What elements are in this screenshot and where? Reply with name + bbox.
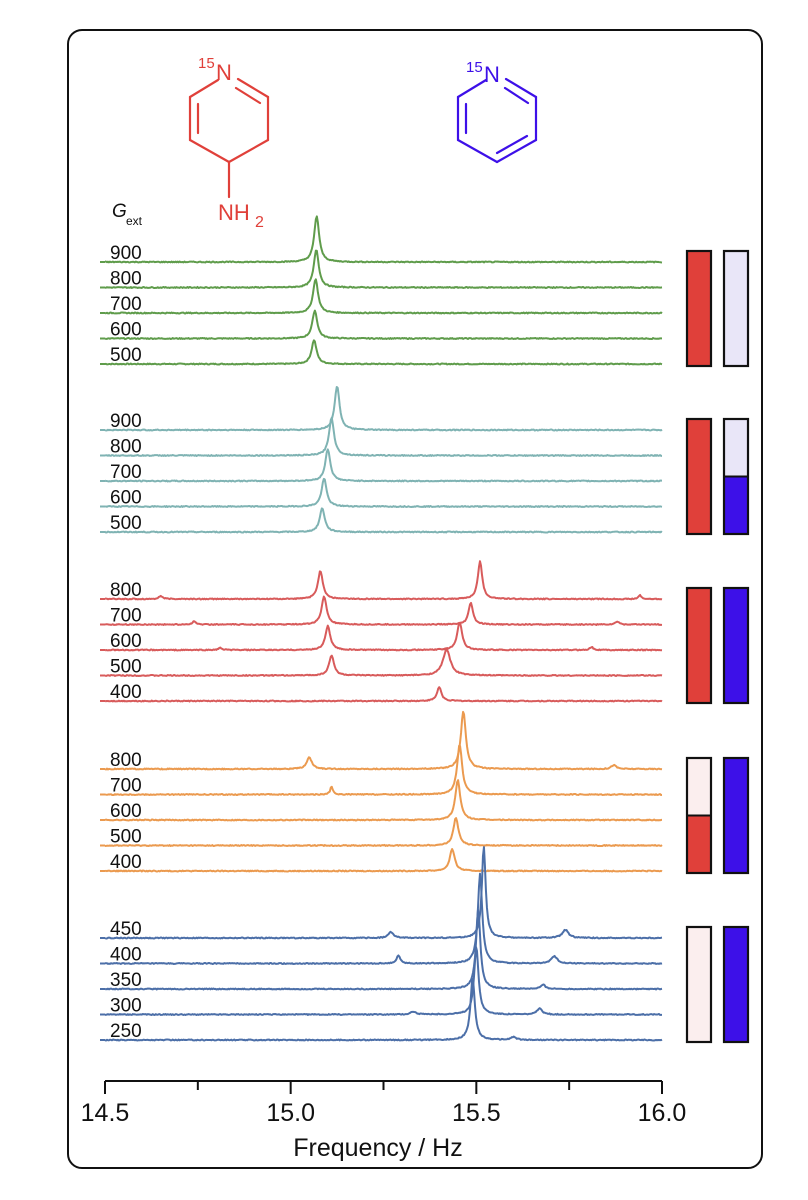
series-label: 600: [110, 801, 142, 822]
series-label: 900: [110, 411, 142, 432]
series-label: 400: [110, 945, 142, 966]
aminopyridine-bar-4-outline: [685, 925, 713, 1044]
spectra-layer: 500 600 700 800 900 500 600 700 800 900 400 500 600 7…: [100, 215, 663, 1042]
series-label: 500: [110, 657, 142, 678]
series-label: 300: [110, 996, 142, 1017]
series-label: 800: [110, 437, 142, 458]
pyridine-bar-3-segment: [724, 758, 748, 873]
aminopyridine-bar-2-segment: [687, 588, 711, 703]
spectrum-trace-2-600: [104, 621, 663, 652]
x-tick-label: 15.0: [266, 1099, 315, 1127]
series-label: 450: [110, 919, 142, 940]
series-label: 800: [110, 269, 142, 290]
spectrum-trace-0-800: [104, 249, 663, 289]
stack-label-sub: ext: [126, 214, 143, 228]
aminopyridine-bar-3-outline: [685, 756, 713, 875]
spectrum-trace-1-600: [104, 477, 663, 508]
aminopyridine-bar-3-segment: [687, 815, 711, 873]
aminopyridine-bar-3-segment: [687, 758, 711, 816]
spectrum-trace-2-400: [104, 686, 663, 703]
spectrum-trace-1-700: [104, 448, 663, 483]
series-label: 500: [110, 345, 142, 366]
series-label: 700: [110, 776, 142, 797]
spectrum-trace-2-700: [104, 595, 663, 626]
aminopyridine-structure: [188, 77, 270, 199]
pyridine-bar-1-outline: [722, 417, 750, 536]
series-label: 600: [110, 488, 142, 509]
spectrum-trace-4-300: [104, 946, 663, 1016]
aminopyridine-bar-1-segment: [687, 419, 711, 534]
pyridine-structure: [456, 77, 538, 164]
pyridine-bar-4-outline: [722, 925, 750, 1044]
aminopyridine-bar-1-outline: [685, 417, 713, 536]
spectrum-trace-0-700: [104, 278, 663, 315]
series-label: 800: [110, 750, 142, 771]
series-label: 700: [110, 462, 142, 483]
series-label: 700: [110, 606, 142, 627]
pyridine-bar-0-outline: [722, 249, 750, 368]
spectrum-trace-2-800: [104, 560, 663, 601]
series-label: 900: [110, 243, 142, 264]
pyridine-bar-3-outline: [722, 756, 750, 875]
spectrum-trace-0-600: [104, 309, 663, 340]
aminopyridine-bar-4-segment: [687, 927, 711, 1042]
pyridine-bar-2-segment: [724, 588, 748, 703]
spectrum-trace-4-350: [104, 908, 663, 991]
pyridine-bar-1-segment: [724, 476, 748, 534]
pyridine-bar-1-segment: [724, 419, 748, 477]
x-tick-label: 14.5: [81, 1099, 130, 1127]
pyridine-nitrogen: N: [484, 62, 500, 87]
series-label: 700: [110, 294, 142, 315]
aminopyridine-bar-0-segment: [687, 251, 711, 366]
spectrum-trace-3-600: [104, 779, 663, 822]
aminopyridine-bar-2-outline: [685, 586, 713, 705]
x-axis-ticks: 14.5 15.0 15.5 16.0: [81, 1081, 687, 1127]
series-label: 600: [110, 320, 142, 341]
spectrum-trace-4-400: [104, 872, 663, 965]
pyridine-bar-2-outline: [722, 586, 750, 705]
pyridine-bar-0-segment: [724, 251, 748, 366]
spectrum-trace-4-450: [104, 846, 663, 940]
spectrum-trace-1-800: [104, 416, 663, 457]
spectrum-trace-3-700: [104, 744, 663, 796]
spectrum-trace-1-500: [104, 507, 663, 534]
series-label: 250: [110, 1021, 142, 1042]
stack-label-main: G: [112, 201, 127, 222]
series-label: 350: [110, 970, 142, 991]
series-label: 400: [110, 852, 142, 873]
spectrum-trace-4-250: [104, 978, 663, 1042]
spectrum-trace-2-500: [104, 648, 663, 677]
composition-bars: [685, 249, 750, 1044]
spectrum-trace-3-500: [104, 817, 663, 847]
panel-frame: [67, 29, 763, 1169]
spectrum-trace-0-900: [104, 215, 663, 264]
pyridine-bar-4-segment: [724, 927, 748, 1042]
series-label: 600: [110, 631, 142, 652]
series-label: 500: [110, 513, 142, 534]
x-tick-label: 16.0: [638, 1099, 687, 1127]
spectrum-trace-1-900: [104, 385, 663, 432]
spectrum-trace-0-500: [104, 339, 663, 366]
series-label: 800: [110, 580, 142, 601]
series-label: 400: [110, 682, 142, 703]
x-axis-title: Frequency / Hz: [293, 1134, 463, 1162]
aminopyridine-nitrogen: N: [216, 60, 232, 85]
series-label: 500: [110, 827, 142, 848]
pyridine-isotope: 15: [466, 59, 483, 76]
amine-group: NH: [218, 200, 250, 225]
aminopyridine-bar-0-outline: [685, 249, 713, 368]
amine-subscript: 2: [255, 214, 264, 231]
spectrum-trace-3-400: [104, 848, 663, 873]
spectrum-trace-3-800: [104, 710, 663, 771]
aminopyridine-isotope: 15: [198, 55, 215, 72]
x-tick-label: 15.5: [452, 1099, 501, 1127]
